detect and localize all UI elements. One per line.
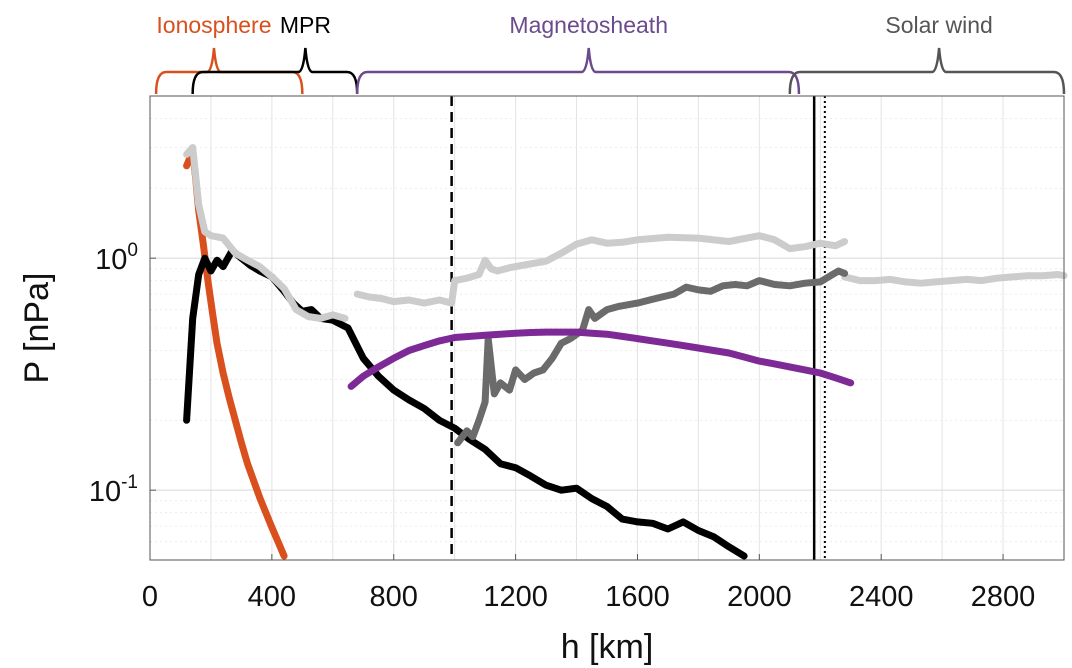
x-tick-label: 2800 [971, 581, 1036, 613]
y-tick-label: 10-1 [89, 472, 138, 508]
region-label-3: Magnetosheath [509, 12, 668, 38]
series-line-7 [347, 328, 855, 390]
region-label-4: Solar wind [885, 12, 992, 38]
series-line-5 [841, 271, 1068, 287]
x-tick-label: 1200 [483, 581, 548, 613]
region-bracket-1 [154, 47, 304, 95]
axis-ticks: 0 400 800 1200 1600 2000 2400 2800 100 10-1 [89, 240, 1035, 613]
y-tick-label: 100 [95, 240, 138, 276]
x-tick-label: 2400 [849, 581, 914, 613]
data-series [183, 144, 1068, 560]
series-line-4 [353, 232, 849, 307]
y-axis-label: P [nPa] [18, 273, 56, 384]
region-label-2: MPR [280, 12, 331, 38]
region-label-1: Ionosphere [156, 12, 271, 38]
region-bracket-4 [788, 47, 1066, 95]
series-line-3 [183, 144, 349, 322]
grid-lines [150, 95, 1064, 561]
x-tick-label: 1600 [605, 581, 670, 613]
region-bracket-3 [355, 47, 801, 95]
x-tick-label: 2000 [727, 581, 792, 613]
x-tick-label: 400 [248, 581, 296, 613]
x-tick-label: 800 [370, 581, 418, 613]
plot-frame [149, 95, 1065, 561]
x-axis-label: h [km] [561, 628, 654, 666]
region-bracket-2 [191, 47, 359, 95]
x-tick-label: 0 [142, 581, 158, 613]
region-brackets: Ionosphere MPR Magnetosheath Solar wind [154, 12, 1066, 95]
series-line-6 [454, 267, 849, 447]
boundary-lines [450, 96, 826, 560]
